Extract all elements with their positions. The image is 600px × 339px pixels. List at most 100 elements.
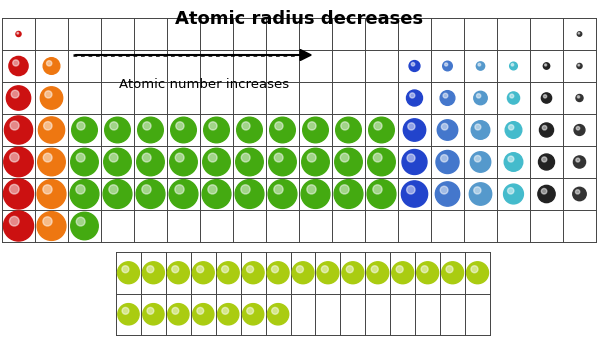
Circle shape [10,184,19,194]
Circle shape [409,61,420,72]
Circle shape [296,266,304,273]
Circle shape [508,156,514,162]
Circle shape [44,122,52,130]
Circle shape [38,117,65,143]
Circle shape [72,117,97,143]
Circle shape [4,211,34,241]
Circle shape [110,122,118,130]
Circle shape [544,63,550,69]
Circle shape [147,266,154,273]
Circle shape [109,153,118,162]
Circle shape [402,149,427,175]
Circle shape [578,64,580,66]
Circle shape [416,262,439,284]
Circle shape [208,153,217,162]
Circle shape [539,123,554,137]
Circle shape [308,122,316,130]
Circle shape [136,180,165,208]
Circle shape [509,125,514,130]
Circle shape [443,93,448,98]
Circle shape [478,63,481,66]
Circle shape [577,63,582,68]
Circle shape [334,180,363,208]
Circle shape [4,147,33,177]
Circle shape [37,180,66,208]
Circle shape [167,262,190,284]
Circle shape [197,307,203,314]
Circle shape [292,262,314,284]
Circle shape [103,180,132,208]
Circle shape [508,188,514,194]
Circle shape [476,62,485,70]
Circle shape [203,148,230,176]
Circle shape [436,151,459,174]
Circle shape [475,156,481,162]
Circle shape [122,307,129,314]
Circle shape [268,180,297,208]
Circle shape [268,304,289,325]
Circle shape [307,185,316,194]
Circle shape [307,153,316,162]
Circle shape [170,148,197,176]
Circle shape [396,266,403,273]
Circle shape [574,124,585,136]
Circle shape [109,185,118,194]
Circle shape [143,304,164,325]
Circle shape [217,262,239,284]
Circle shape [43,153,52,162]
Circle shape [267,262,289,284]
Circle shape [303,117,328,143]
Circle shape [241,185,250,194]
Circle shape [538,185,555,203]
Circle shape [436,182,460,206]
Circle shape [193,304,214,325]
Circle shape [47,61,52,66]
Circle shape [367,262,389,284]
Circle shape [10,216,19,226]
Circle shape [508,92,520,104]
Circle shape [346,266,353,273]
Circle shape [242,304,264,325]
Circle shape [542,157,547,162]
Circle shape [222,307,229,314]
Circle shape [446,266,453,273]
Circle shape [373,153,382,162]
Circle shape [169,180,198,208]
Circle shape [17,32,19,34]
Circle shape [122,266,129,273]
Circle shape [511,63,514,66]
Circle shape [302,148,329,176]
Circle shape [9,56,28,76]
Circle shape [204,117,229,143]
Circle shape [504,153,523,171]
Circle shape [70,180,99,208]
Circle shape [209,122,217,130]
Circle shape [274,185,283,194]
Circle shape [208,185,217,194]
Circle shape [167,304,189,325]
Circle shape [37,212,66,240]
Circle shape [11,90,19,98]
Circle shape [575,190,580,194]
Circle shape [421,266,428,273]
Circle shape [242,122,250,130]
Circle shape [374,122,382,130]
Circle shape [172,266,179,273]
Circle shape [142,153,151,162]
Circle shape [407,154,415,162]
Circle shape [274,153,283,162]
Circle shape [577,96,580,98]
Circle shape [442,123,448,130]
Circle shape [475,124,481,130]
Circle shape [471,266,478,273]
Circle shape [340,153,349,162]
Circle shape [137,148,164,176]
Circle shape [336,117,361,143]
Circle shape [272,307,278,314]
Circle shape [476,94,481,98]
Circle shape [43,58,60,74]
Circle shape [76,217,85,226]
Circle shape [474,187,481,194]
Circle shape [142,185,151,194]
Circle shape [71,148,98,176]
